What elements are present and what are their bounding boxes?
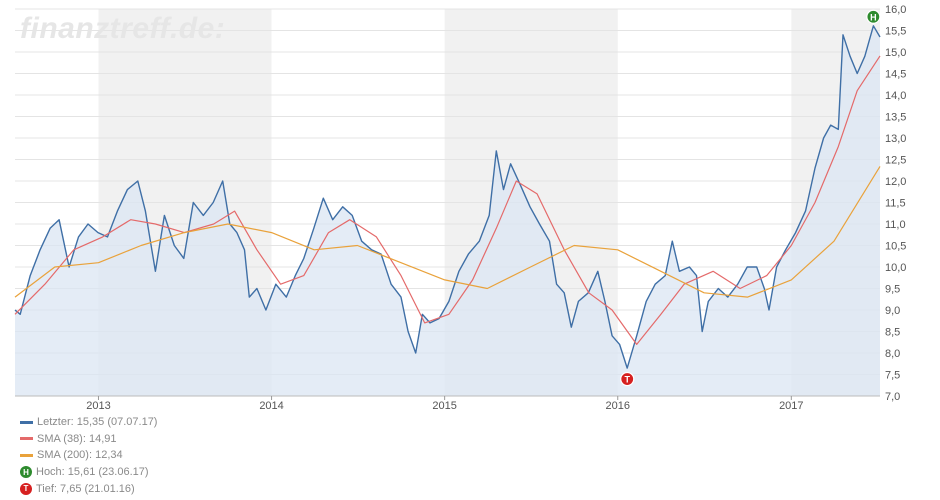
series-line-sma200 <box>14 166 881 298</box>
y-tick-label: 11,0 <box>885 219 906 231</box>
x-axis: 2013 2014 2015 2016 2017 <box>15 395 880 412</box>
y-tick-label: 11,5 <box>885 198 906 210</box>
x-tick-label: 2014 <box>259 400 283 412</box>
legend-high: H Hoch: 15,61 (23.06.17) <box>20 464 157 481</box>
y-tick-label: 15,5 <box>885 26 906 38</box>
legend-last: Letzter: 15,35 (07.07.17) <box>20 414 157 431</box>
series-line-sma38 <box>14 55 881 345</box>
chart-markers: HT <box>620 9 881 387</box>
legend-sma38: SMA (38): 14,91 <box>20 431 157 448</box>
legend-last-swatch <box>20 420 33 424</box>
high-marker: H <box>866 9 881 24</box>
y-tick-label: 10,5 <box>885 241 906 253</box>
high-marker-circle <box>866 9 881 24</box>
legend-low: T Tief: 7,65 (21.01.16) <box>20 480 157 497</box>
y-tick-label: 13,5 <box>885 112 906 124</box>
y-tick-label: 8,5 <box>885 327 900 339</box>
y-tick-label: 8,0 <box>885 348 900 360</box>
high-marker-label: H <box>870 12 877 22</box>
y-tick-label: 14,5 <box>885 69 906 81</box>
y-tick-label: 10,0 <box>885 262 906 274</box>
legend-sma38-label: SMA (38): 14,91 <box>37 432 117 445</box>
low-marker: T <box>620 371 635 387</box>
legend-high-label: Hoch: 15,61 (23.06.17) <box>36 466 149 479</box>
x-tick-label: 2017 <box>779 400 803 412</box>
y-tick-label: 16,0 <box>885 4 906 16</box>
y-axis: 16,0 15,5 15,0 14,5 14,0 13,5 13,0 12,5 12,0 11,5… <box>885 4 906 403</box>
high-marker-icon: H <box>20 466 32 479</box>
y-tick-label: 9,0 <box>885 305 900 317</box>
legend-sma200-label: SMA (200): 12,34 <box>37 449 123 462</box>
series-line-price <box>14 25 881 369</box>
legend-last-label: Letzter: 15,35 (07.07.17) <box>37 416 158 429</box>
x-tick-label: 2015 <box>432 400 456 412</box>
legend-sma200-swatch <box>20 453 33 457</box>
x-tick-label: 2013 <box>86 400 110 412</box>
low-marker-circle <box>620 371 635 387</box>
legend-sma200: SMA (200): 12,34 <box>20 447 157 464</box>
chart-series <box>14 25 881 397</box>
brand-watermark: finanztreff.de: <box>20 12 226 45</box>
legend-low-label: Tief: 7,65 (21.01.16) <box>36 482 135 495</box>
low-marker-icon: T <box>20 482 32 495</box>
y-tick-label: 7,0 <box>885 391 900 403</box>
y-tick-label: 14,0 <box>885 90 906 102</box>
y-tick-label: 9,5 <box>885 284 900 296</box>
y-tick-label: 12,5 <box>885 155 906 167</box>
chart-legend: Letzter: 15,35 (07.07.17) SMA (38): 14,9… <box>20 414 157 497</box>
y-tick-label: 13,0 <box>885 133 906 145</box>
x-tick-label: 2016 <box>606 400 630 412</box>
y-tick-label: 15,0 <box>885 47 906 59</box>
y-tick-label: 12,0 <box>885 176 906 188</box>
low-marker-label: T <box>624 375 630 385</box>
price-area <box>15 25 880 397</box>
legend-sma38-swatch <box>20 437 33 441</box>
y-tick-label: 7,5 <box>885 370 900 382</box>
